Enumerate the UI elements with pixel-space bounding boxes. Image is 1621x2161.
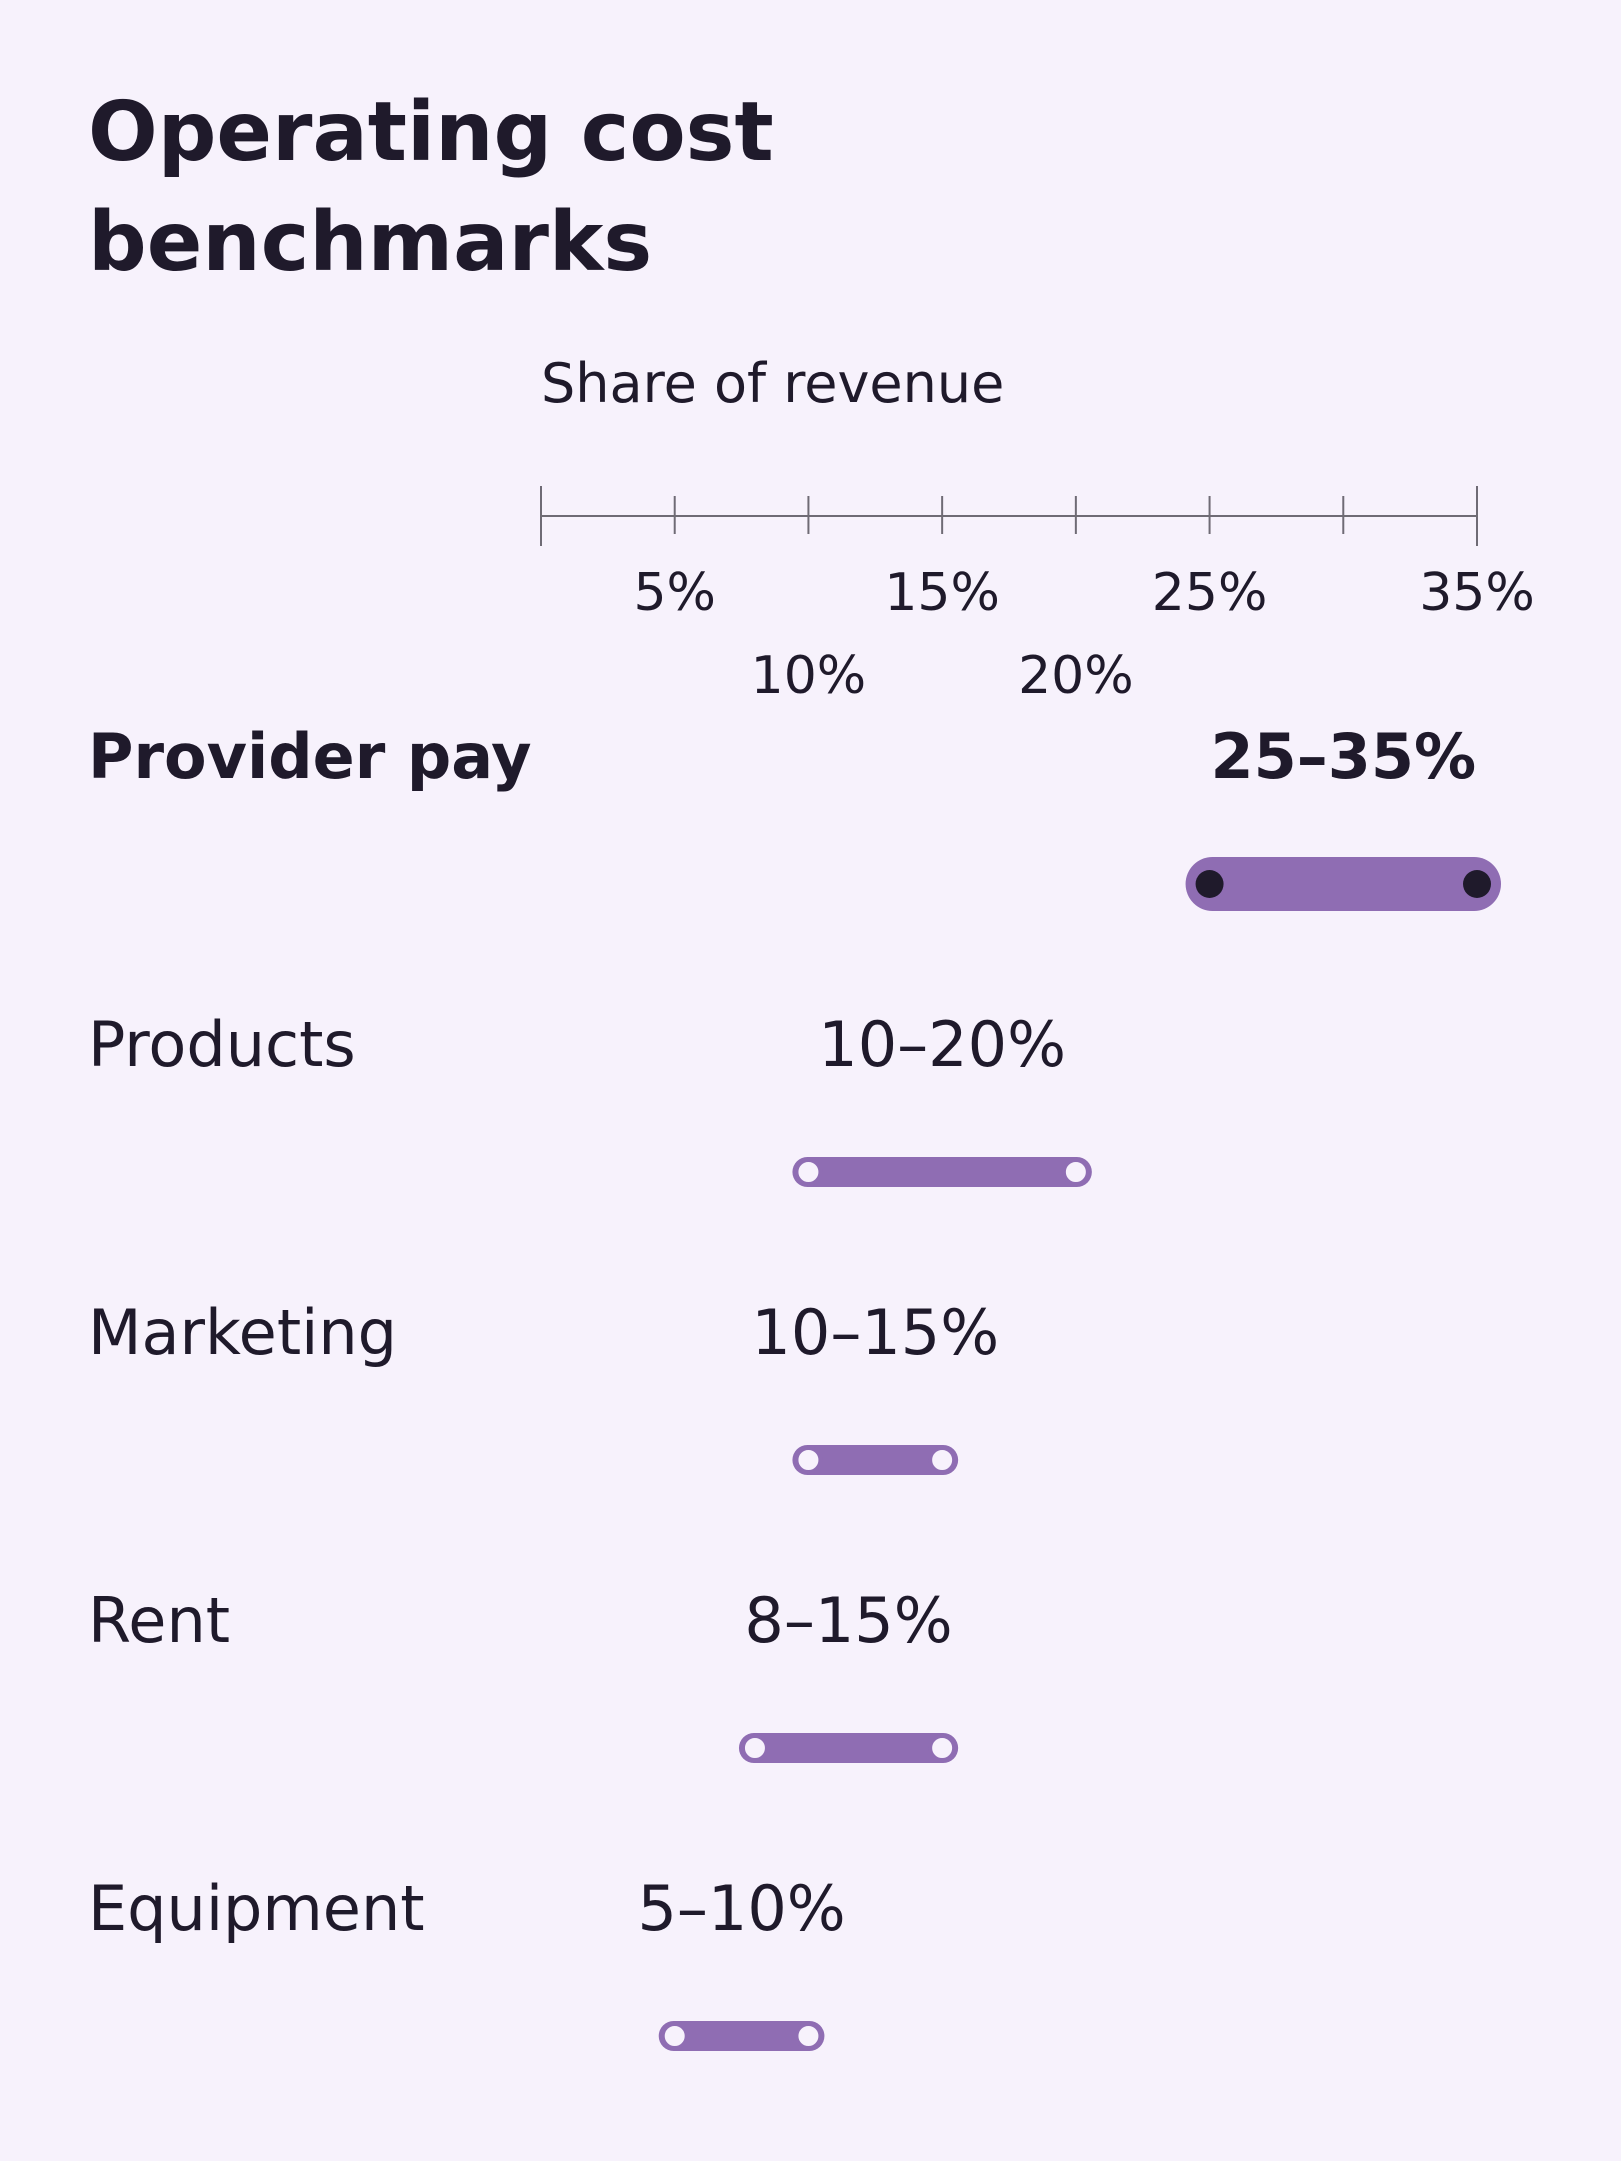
range-value-label: 5–10%	[637, 1872, 845, 1945]
range-row: Provider pay 25–35%	[88, 720, 1501, 911]
range-high-dot	[928, 1734, 957, 1762]
range-low-dot	[740, 1734, 769, 1762]
range-row: Equipment 5–10%	[88, 1872, 846, 2051]
range-low-dot	[660, 2022, 689, 2050]
chart-title-line-2: benchmarks	[88, 195, 652, 290]
range-bar	[658, 2021, 825, 2051]
tick-label: 5%	[633, 563, 716, 623]
range-high-dot	[928, 1446, 957, 1474]
range-bar	[792, 1157, 1092, 1187]
range-row: Products 10–20%	[88, 1008, 1092, 1187]
tick-label: 15%	[884, 563, 1000, 623]
tick-label: 25%	[1152, 563, 1268, 623]
range-bar	[1185, 857, 1501, 911]
axis-title: Share of revenue	[541, 352, 1004, 415]
range-row: Rent 8–15%	[88, 1584, 959, 1763]
range-bar	[792, 1445, 959, 1475]
row-label: Marketing	[88, 1296, 397, 1369]
x-axis: 5% 15% 25% 35% 10% 20%	[540, 486, 1535, 706]
range-high-dot	[1463, 870, 1491, 898]
range-value-label: 8–15%	[744, 1584, 952, 1657]
range-rows: Provider pay 25–35% Products 10–20% Marketin…	[88, 720, 1501, 2051]
range-low-dot	[1195, 870, 1224, 898]
range-low-dot	[794, 1446, 823, 1474]
range-high-dot	[794, 2022, 823, 2050]
tick-label: 10%	[751, 646, 867, 706]
range-bar	[738, 1733, 959, 1763]
range-value-label: 25–35%	[1210, 720, 1476, 793]
row-label: Provider pay	[88, 720, 532, 793]
row-label: Equipment	[88, 1872, 425, 1945]
range-low-dot	[794, 1158, 823, 1186]
chart-title-line-1: Operating cost	[88, 85, 774, 180]
range-high-dot	[1061, 1158, 1090, 1186]
range-value-label: 10–20%	[818, 1008, 1066, 1081]
tick-label: 20%	[1018, 646, 1134, 706]
row-label: Products	[88, 1008, 356, 1081]
range-value-label: 10–15%	[751, 1296, 999, 1369]
row-label: Rent	[88, 1584, 230, 1657]
tick-label: 35%	[1419, 563, 1535, 623]
range-row: Marketing 10–15%	[88, 1296, 999, 1475]
